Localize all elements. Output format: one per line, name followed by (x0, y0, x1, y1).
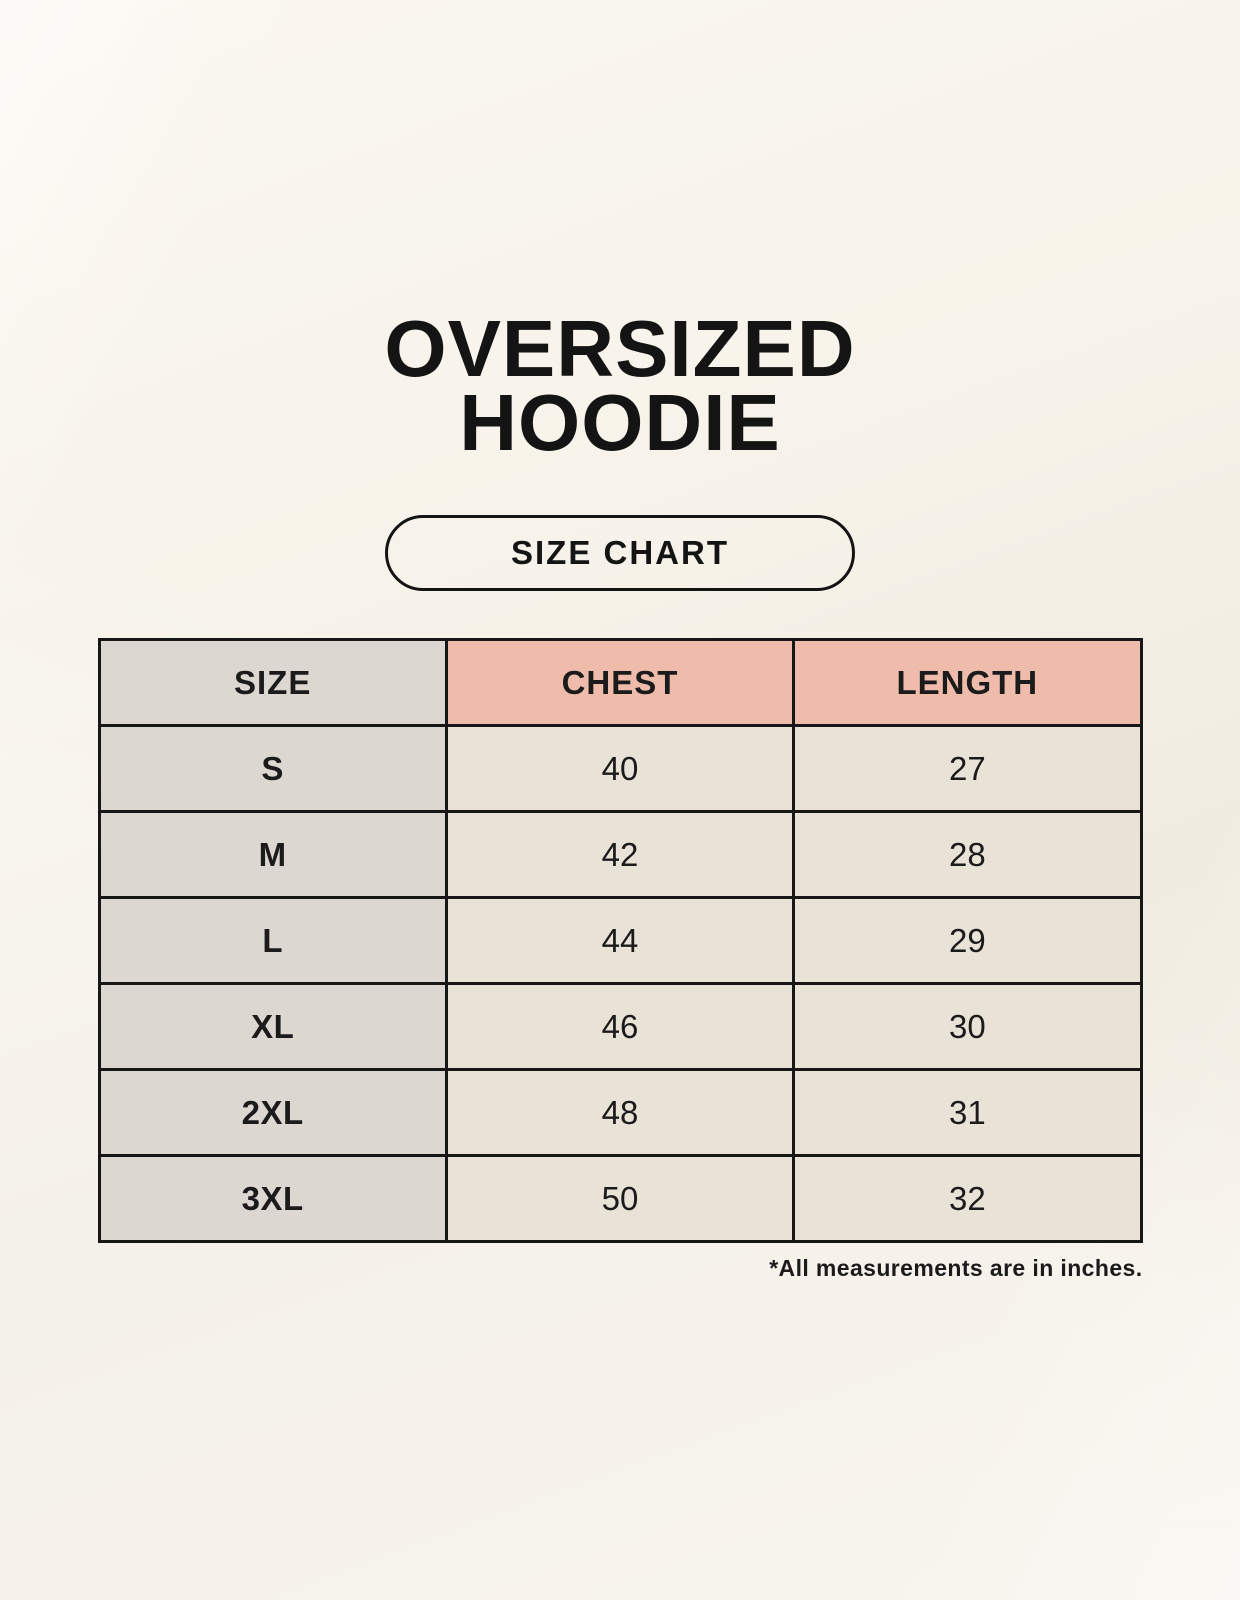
page-title-line-1: OVERSIZED (384, 304, 856, 393)
table-row: S 40 27 (97, 724, 1143, 814)
chest-cell: 42 (444, 810, 796, 900)
size-cell: M (97, 810, 448, 900)
size-cell: S (97, 724, 448, 814)
length-cell: 28 (792, 810, 1143, 900)
chest-cell: 46 (444, 982, 796, 1072)
length-cell: 32 (792, 1154, 1143, 1244)
column-header-size: SIZE (97, 638, 448, 728)
header-row: SIZE CHEST LENGTH (97, 638, 1143, 728)
size-cell: XL (97, 982, 448, 1072)
table-row: XL 46 30 (97, 982, 1143, 1072)
size-table-container: SIZE CHEST LENGTH S 40 27 M 42 28 L 44 29 XL 46 30 2… (97, 638, 1143, 1244)
chest-cell: 44 (444, 896, 796, 986)
table-row: M 42 28 (97, 810, 1143, 900)
table-row: 2XL 48 31 (97, 1068, 1143, 1158)
length-cell: 27 (792, 724, 1143, 814)
length-cell: 29 (792, 896, 1143, 986)
size-chart-button[interactable]: SIZE CHART (385, 515, 855, 592)
chest-cell: 50 (444, 1154, 796, 1244)
table-row: 3XL 50 32 (97, 1154, 1143, 1244)
length-cell: 31 (792, 1068, 1143, 1158)
measurement-units-note: *All measurements are in inches. (769, 1255, 1143, 1282)
column-header-chest: CHEST (444, 638, 796, 728)
size-cell: L (97, 896, 448, 986)
column-header-length: LENGTH (792, 638, 1143, 728)
size-table: SIZE CHEST LENGTH S 40 27 M 42 28 L 44 29 XL 46 30 2… (97, 638, 1143, 1244)
chest-cell: 40 (444, 724, 796, 814)
table-row: L 44 29 (97, 896, 1143, 986)
size-cell: 3XL (97, 1154, 448, 1244)
size-cell: 2XL (97, 1068, 448, 1158)
size-table-body: S 40 27 M 42 28 L 44 29 XL 46 30 2XL 48 31 3XL 50 32 (97, 724, 1143, 1244)
chest-cell: 48 (444, 1068, 796, 1158)
size-table-header: SIZE CHEST LENGTH (97, 638, 1143, 728)
page-title-line-2: HOODIE (459, 377, 781, 467)
page-title: OVERSIZED HOODIE (0, 309, 1240, 463)
length-cell: 30 (792, 982, 1143, 1072)
